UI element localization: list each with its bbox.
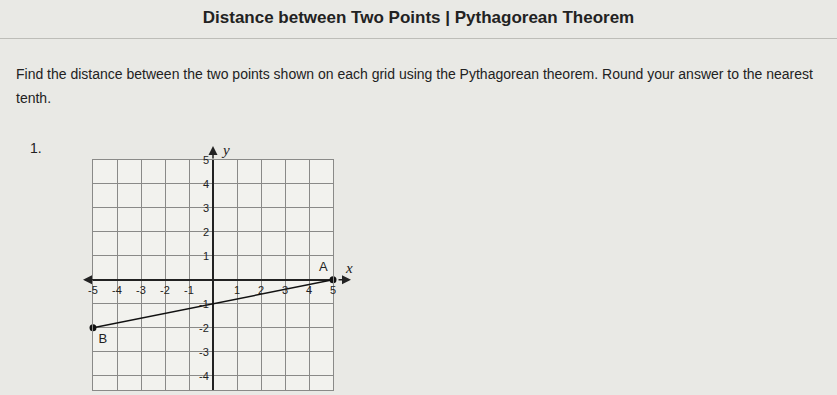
svg-text:x: x [345, 260, 353, 276]
svg-text:-4: -4 [112, 284, 122, 296]
svg-text:3: 3 [282, 284, 288, 296]
svg-text:-1: -1 [184, 284, 194, 296]
svg-text:4: 4 [306, 284, 312, 296]
svg-text:5: 5 [330, 284, 336, 296]
svg-text:2: 2 [258, 284, 264, 296]
svg-text:y: y [221, 142, 230, 158]
svg-text:3: 3 [203, 202, 209, 214]
svg-text:1: 1 [203, 250, 209, 262]
svg-text:5: 5 [203, 154, 209, 166]
html-text:Find the distance between the: Find the distance between the two points… [16, 66, 813, 106]
svg-text:-1: -1 [199, 298, 209, 310]
svg-text:2: 2 [203, 226, 209, 238]
svg-text:-5: -5 [88, 284, 98, 296]
html-text:1.: 1. [30, 140, 42, 156]
svg-text:4: 4 [203, 178, 209, 190]
svg-text:1: 1 [234, 284, 240, 296]
svg-text:B: B [98, 331, 107, 346]
svg-text:-3: -3 [199, 346, 209, 358]
svg-text:-2: -2 [199, 322, 209, 334]
html-text:Distance between Two Points |: Distance between Two Points | Pythagorea… [202, 8, 635, 27]
svg-text:-4: -4 [199, 370, 209, 382]
svg-text:-3: -3 [136, 284, 146, 296]
svg-text:A: A [319, 259, 328, 274]
svg-text:-2: -2 [160, 284, 170, 296]
